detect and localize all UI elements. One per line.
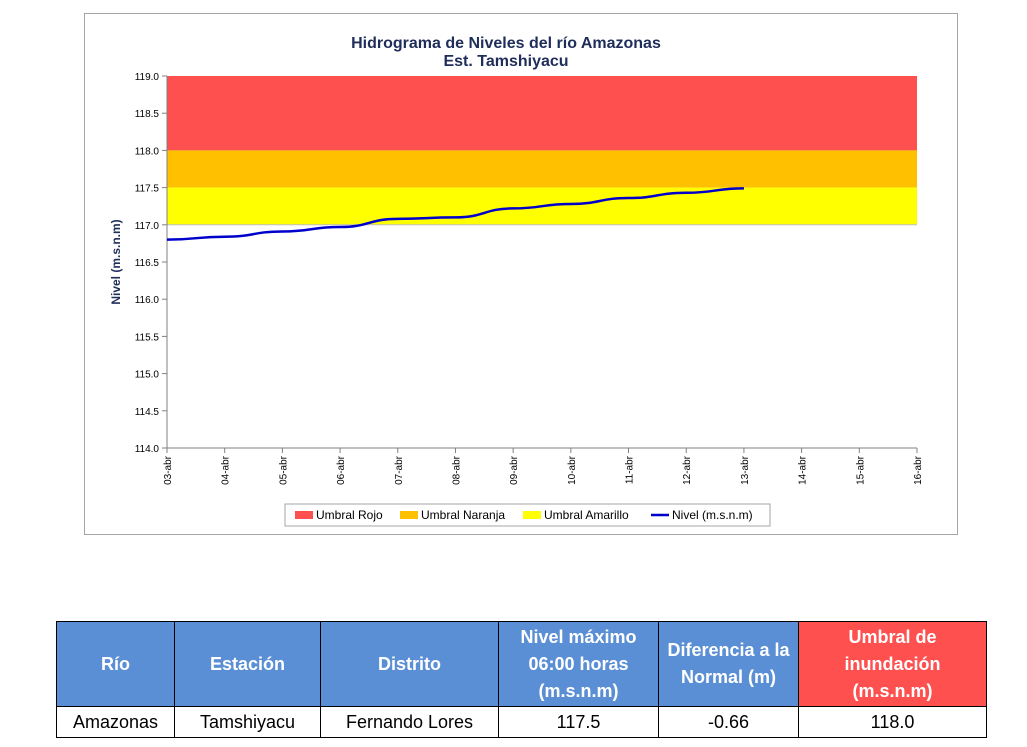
legend-label-2: Umbral Amarillo <box>544 508 629 522</box>
table-header-row: Río Estación Distrito Nivel máximo 06:00… <box>56 621 987 707</box>
header-nivel-maximo: Nivel máximo 06:00 horas (m.s.n.m) <box>498 621 659 707</box>
x-tick-label: 14-abr <box>798 455 809 485</box>
y-tick-label: 119.0 <box>135 72 160 83</box>
band-umbral-rojo <box>167 76 917 151</box>
x-tick-label: 07-abr <box>394 455 405 485</box>
y-tick-label: 116.0 <box>135 295 160 306</box>
header-diferencia: Diferencia a la Normal (m) <box>658 621 799 707</box>
header-umbral-inundacion: Umbral de inundación (m.s.n.m) <box>798 621 987 707</box>
x-tick-label: 13-abr <box>740 455 751 485</box>
x-tick-label: 12-abr <box>682 455 693 485</box>
cell-diferencia: -0.66 <box>658 706 799 738</box>
chart-title: Hidrograma de Niveles del río Amazonas <box>351 35 661 52</box>
y-tick-label: 118.5 <box>135 109 160 120</box>
y-tick-label: 115.0 <box>135 370 160 381</box>
legend-label-1: Umbral Naranja <box>421 508 505 522</box>
table-row: Amazonas Tamshiyacu Fernando Lores 117.5… <box>56 706 987 738</box>
header-rio: Río <box>56 621 175 707</box>
x-tick-label: 11-abr <box>625 455 636 484</box>
cell-umbral-inundacion: 118.0 <box>798 706 987 738</box>
y-tick-label: 114.0 <box>135 444 160 455</box>
x-tick-label: 04-abr <box>221 455 232 485</box>
legend-swatch-1 <box>400 511 418 519</box>
x-tick-label: 09-abr <box>509 455 520 485</box>
x-tick-label: 03-abr <box>163 455 174 485</box>
y-tick-label: 114.5 <box>135 407 160 418</box>
x-tick-label: 05-abr <box>278 455 289 485</box>
hydrograph-chart: Hidrograma de Niveles del río AmazonasEs… <box>109 35 924 527</box>
band-umbral-naranja <box>167 150 917 188</box>
cell-rio: Amazonas <box>56 706 175 738</box>
cell-nivel-maximo: 117.5 <box>498 706 659 738</box>
x-tick-label: 08-abr <box>451 455 462 485</box>
legend-swatch-2 <box>523 511 541 519</box>
y-tick-label: 116.5 <box>135 258 160 269</box>
y-tick-label: 118.0 <box>135 146 160 157</box>
header-estacion: Estación <box>174 621 321 707</box>
chart-frame: Hidrograma de Niveles del río Amazonas Es… <box>84 13 958 535</box>
chart-subtitle: Est. Tamshiyacu <box>443 53 568 70</box>
x-tick-label: 06-abr <box>336 455 347 485</box>
cell-estacion: Tamshiyacu <box>174 706 321 738</box>
y-tick-label: 117.0 <box>135 221 160 232</box>
legend-label-0: Umbral Rojo <box>316 508 383 522</box>
x-tick-label: 16-abr <box>913 455 924 485</box>
y-tick-label: 115.5 <box>135 332 160 343</box>
station-table: Río Estación Distrito Nivel máximo 06:00… <box>56 621 987 738</box>
x-tick-label: 10-abr <box>567 455 578 485</box>
x-tick-label: 15-abr <box>855 455 866 485</box>
legend-swatch-0 <box>295 511 313 519</box>
cell-distrito: Fernando Lores <box>320 706 499 738</box>
legend-label-3: Nivel (m.s.n.m) <box>672 508 753 522</box>
y-axis-title: Nivel (m.s.n.m) <box>109 219 123 304</box>
header-distrito: Distrito <box>320 621 499 707</box>
y-tick-label: 117.5 <box>135 184 160 195</box>
